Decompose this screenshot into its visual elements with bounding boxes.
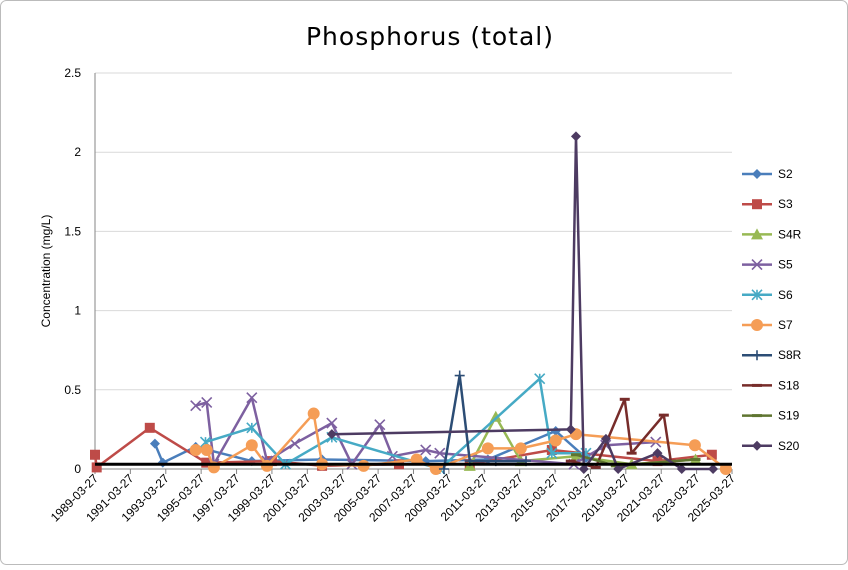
data-point <box>326 417 338 429</box>
y-tick-label: 0.5 <box>64 383 81 397</box>
legend-marker <box>752 440 762 451</box>
data-point <box>201 457 212 468</box>
legend-label: S8R <box>778 348 802 362</box>
data-point <box>429 463 442 475</box>
data-point <box>578 464 589 474</box>
legend-marker <box>751 289 763 301</box>
data-point <box>546 447 558 459</box>
y-tick-label: 0 <box>74 462 81 476</box>
data-point <box>719 463 732 475</box>
legend-label: S6 <box>778 288 793 302</box>
legend-label: S3 <box>778 197 793 211</box>
data-point <box>190 400 202 412</box>
data-point <box>200 443 213 456</box>
y-tick-label: 1 <box>74 304 81 318</box>
data-point <box>201 396 213 409</box>
data-point <box>481 442 494 455</box>
data-point <box>91 462 102 473</box>
data-point <box>149 438 160 449</box>
chart-title: Phosphorus (total) <box>306 22 554 51</box>
legend-label: S4R <box>778 227 802 241</box>
y-axis-label: Concentration (mg/L) <box>39 215 53 328</box>
data-point <box>189 443 202 456</box>
data-point <box>307 407 320 420</box>
y-tick-label: 2.5 <box>64 66 81 80</box>
data-point <box>245 439 258 452</box>
data-point <box>600 433 611 444</box>
legend-label: S2 <box>778 167 793 181</box>
data-point <box>549 434 562 447</box>
legend-marker <box>752 199 762 210</box>
data-point <box>420 444 432 456</box>
data-point <box>489 410 502 422</box>
data-point <box>706 449 717 460</box>
legend-marker <box>751 259 763 271</box>
data-point <box>374 419 386 431</box>
y-tick-label: 2 <box>74 145 81 159</box>
data-point <box>246 392 258 404</box>
legend-marker <box>752 350 762 361</box>
data-point <box>688 439 701 452</box>
data-point <box>260 459 273 472</box>
legend-label: S18 <box>778 378 800 392</box>
data-point <box>410 453 423 466</box>
data-point <box>514 442 527 455</box>
legend-label: S5 <box>778 258 793 272</box>
legend-marker <box>751 228 763 240</box>
legend-marker <box>751 319 763 331</box>
data-point <box>534 373 546 385</box>
data-point <box>434 447 446 459</box>
data-point <box>144 422 155 433</box>
y-tick-label: 1.5 <box>64 224 81 238</box>
data-point <box>90 449 100 460</box>
data-point <box>326 429 337 440</box>
legend-label: S20 <box>778 439 800 453</box>
data-point <box>454 370 465 381</box>
data-point <box>613 464 624 474</box>
data-point <box>565 424 576 435</box>
data-point <box>570 131 581 142</box>
data-point <box>708 464 719 474</box>
data-point <box>246 422 258 434</box>
legend-label: S19 <box>778 409 800 423</box>
data-point <box>652 448 663 459</box>
data-point <box>357 459 370 472</box>
series-line <box>195 412 727 471</box>
legend-marker <box>752 169 762 179</box>
legend-label: S7 <box>778 318 793 332</box>
data-point <box>676 464 687 474</box>
